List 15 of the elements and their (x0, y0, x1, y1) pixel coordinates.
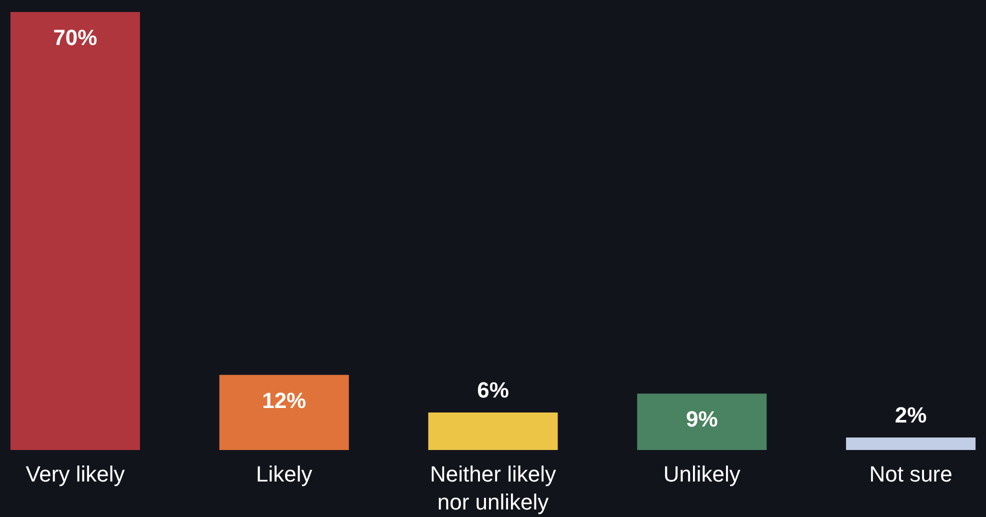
data-label: 70% (53, 25, 98, 50)
data-label: 6% (477, 377, 509, 402)
x-tick-label: Very likely (26, 462, 125, 486)
data-label: 9% (686, 406, 718, 432)
bar (637, 394, 767, 450)
bar (10, 12, 140, 450)
bar (428, 412, 558, 450)
x-tick-label: Neither likely nor unlikely (430, 462, 556, 514)
bar (219, 374, 349, 450)
x-tick-label: Unlikely (663, 462, 740, 486)
bar (846, 437, 976, 450)
data-label: 12% (262, 388, 306, 413)
data-label: 2% (894, 402, 927, 428)
x-tick-label: Likely (256, 462, 312, 486)
x-tick-label: Not sure (869, 462, 952, 486)
